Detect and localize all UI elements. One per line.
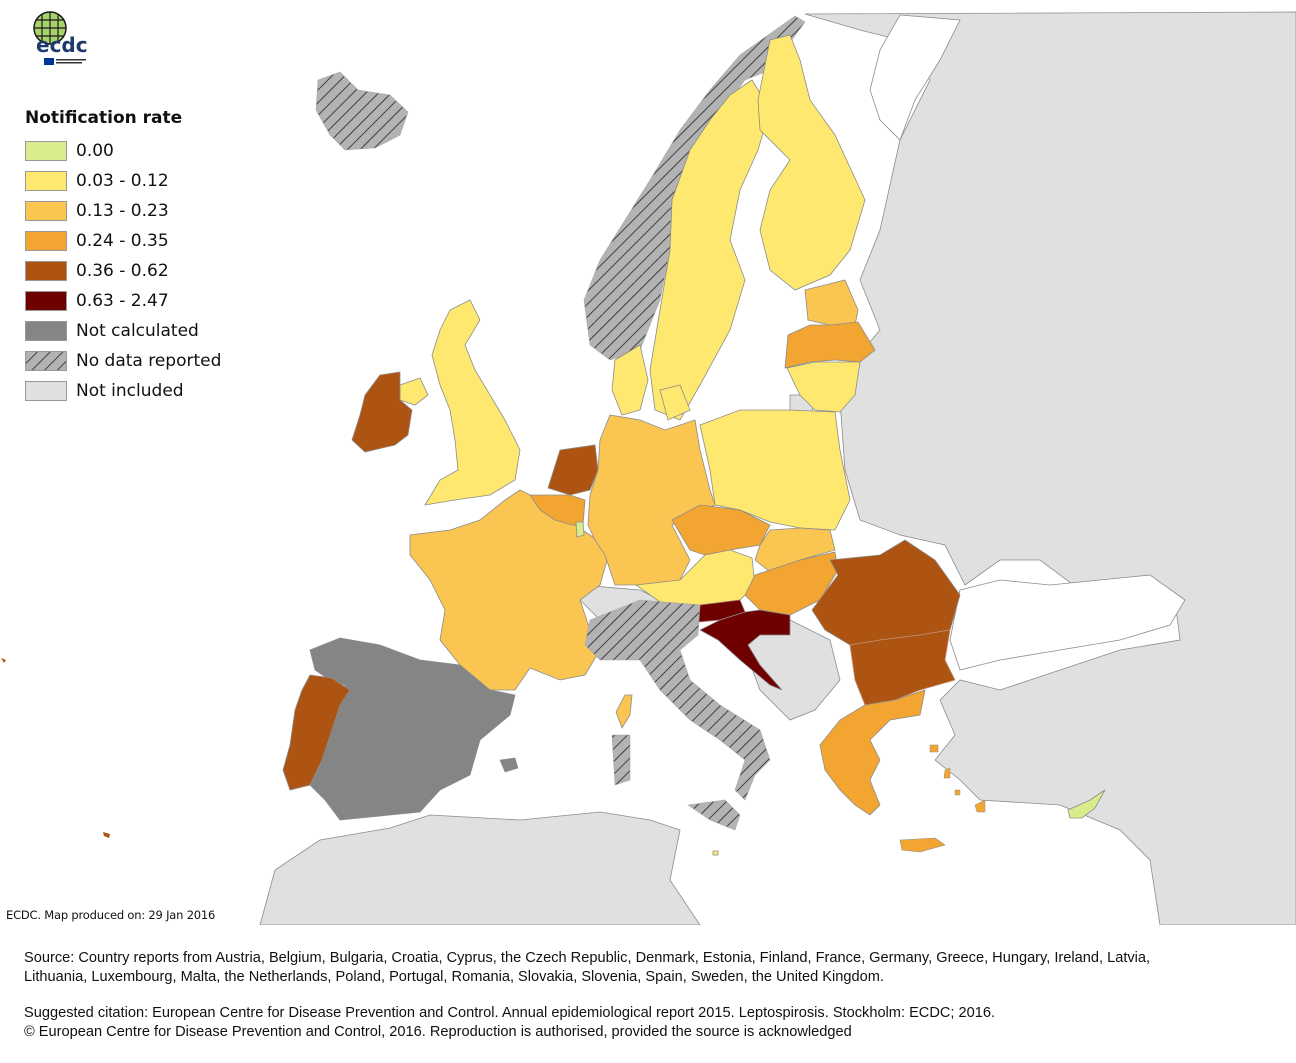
legend-label: 0.63 - 2.47 xyxy=(76,291,169,311)
choropleth-map: ecdc Notification rate 0.00 0.03 - 0.12 … xyxy=(1,8,1296,925)
legend-label: 0.36 - 0.62 xyxy=(76,261,169,281)
country-luxembourg xyxy=(575,521,585,538)
legend-label: 0.00 xyxy=(76,141,114,161)
source-line-2: Lithuania, Luxembourg, Malta, the Nether… xyxy=(24,968,884,985)
country-united-kingdom xyxy=(424,299,521,506)
legend-title: Notification rate xyxy=(25,108,183,128)
country-madeira xyxy=(103,832,110,838)
country-germany xyxy=(587,414,716,586)
legend-label: No data reported xyxy=(76,351,222,371)
legend-item-4: 0.36 - 0.62 xyxy=(25,260,221,282)
country-portugal xyxy=(282,674,351,791)
legend-swatch xyxy=(25,291,67,311)
footer-notes: Source: Country reports from Austria, Be… xyxy=(24,949,1284,1041)
country-latvia xyxy=(784,321,876,369)
country-malta xyxy=(712,850,719,856)
legend-swatch xyxy=(25,381,67,401)
country-ireland xyxy=(351,371,413,453)
not-included-land xyxy=(259,11,1296,925)
ecdc-globe-icon: ecdc xyxy=(33,11,88,65)
legend-swatch xyxy=(25,201,67,221)
legend-item-1: 0.03 - 0.12 xyxy=(25,170,221,192)
legend-item-5: 0.63 - 2.47 xyxy=(25,290,221,312)
svg-text:ecdc: ecdc xyxy=(36,33,88,57)
citation-line-1: Suggested citation: European Centre for … xyxy=(24,1005,996,1021)
legend-label: 0.24 - 0.35 xyxy=(76,231,169,251)
legend-swatch xyxy=(25,171,67,191)
country-denmark xyxy=(611,344,691,421)
country-lithuania xyxy=(786,361,861,413)
legend-swatch xyxy=(25,261,67,281)
legend-item-2: 0.13 - 0.23 xyxy=(25,200,221,222)
copyright-line: © European Centre for Disease Prevention… xyxy=(24,1023,852,1040)
map-legend: Notification rate 0.00 0.03 - 0.12 0.13 … xyxy=(25,108,221,410)
legend-item-0: 0.00 xyxy=(25,140,221,162)
legend-swatch xyxy=(25,321,67,341)
legend-swatch xyxy=(25,231,67,251)
country-netherlands xyxy=(547,444,599,496)
country-corsica xyxy=(615,694,633,729)
legend-item-6: Not calculated xyxy=(25,320,221,342)
country-estonia xyxy=(804,279,859,326)
ecdc-logo: ecdc xyxy=(28,8,100,70)
country-cyprus xyxy=(1067,789,1106,819)
country-greek-islands xyxy=(929,744,986,813)
legend-label: Not included xyxy=(76,381,184,401)
europe-map-canvas xyxy=(1,11,1296,925)
source-line-1: Source: Country reports from Austria, Be… xyxy=(24,950,1151,966)
country-greece xyxy=(819,689,926,816)
country-iceland xyxy=(315,71,409,151)
country-sicily xyxy=(687,799,741,831)
country-balearic-islands xyxy=(499,757,519,773)
legend-item-7: No data reported xyxy=(25,350,221,372)
country-italy xyxy=(584,599,771,801)
legend-item-8: Not included xyxy=(25,380,221,402)
country-azores xyxy=(1,658,6,663)
legend-label: 0.03 - 0.12 xyxy=(76,171,169,191)
country-sardinia xyxy=(611,734,631,786)
legend-label: 0.13 - 0.23 xyxy=(76,201,169,221)
map-produced-note: ECDC. Map produced on: 29 Jan 2016 xyxy=(6,908,216,922)
country-bulgaria xyxy=(849,629,956,706)
seas xyxy=(869,14,1186,671)
legend-swatch-hatched xyxy=(25,351,67,371)
legend-swatch xyxy=(25,141,67,161)
country-poland xyxy=(699,409,851,531)
legend-item-3: 0.24 - 0.35 xyxy=(25,230,221,252)
country-finland xyxy=(757,34,866,291)
legend-label: Not calculated xyxy=(76,321,199,341)
country-croatia xyxy=(699,609,791,691)
country-northern-ireland xyxy=(399,377,429,406)
country-crete xyxy=(899,837,946,853)
country-sweden xyxy=(649,79,771,421)
